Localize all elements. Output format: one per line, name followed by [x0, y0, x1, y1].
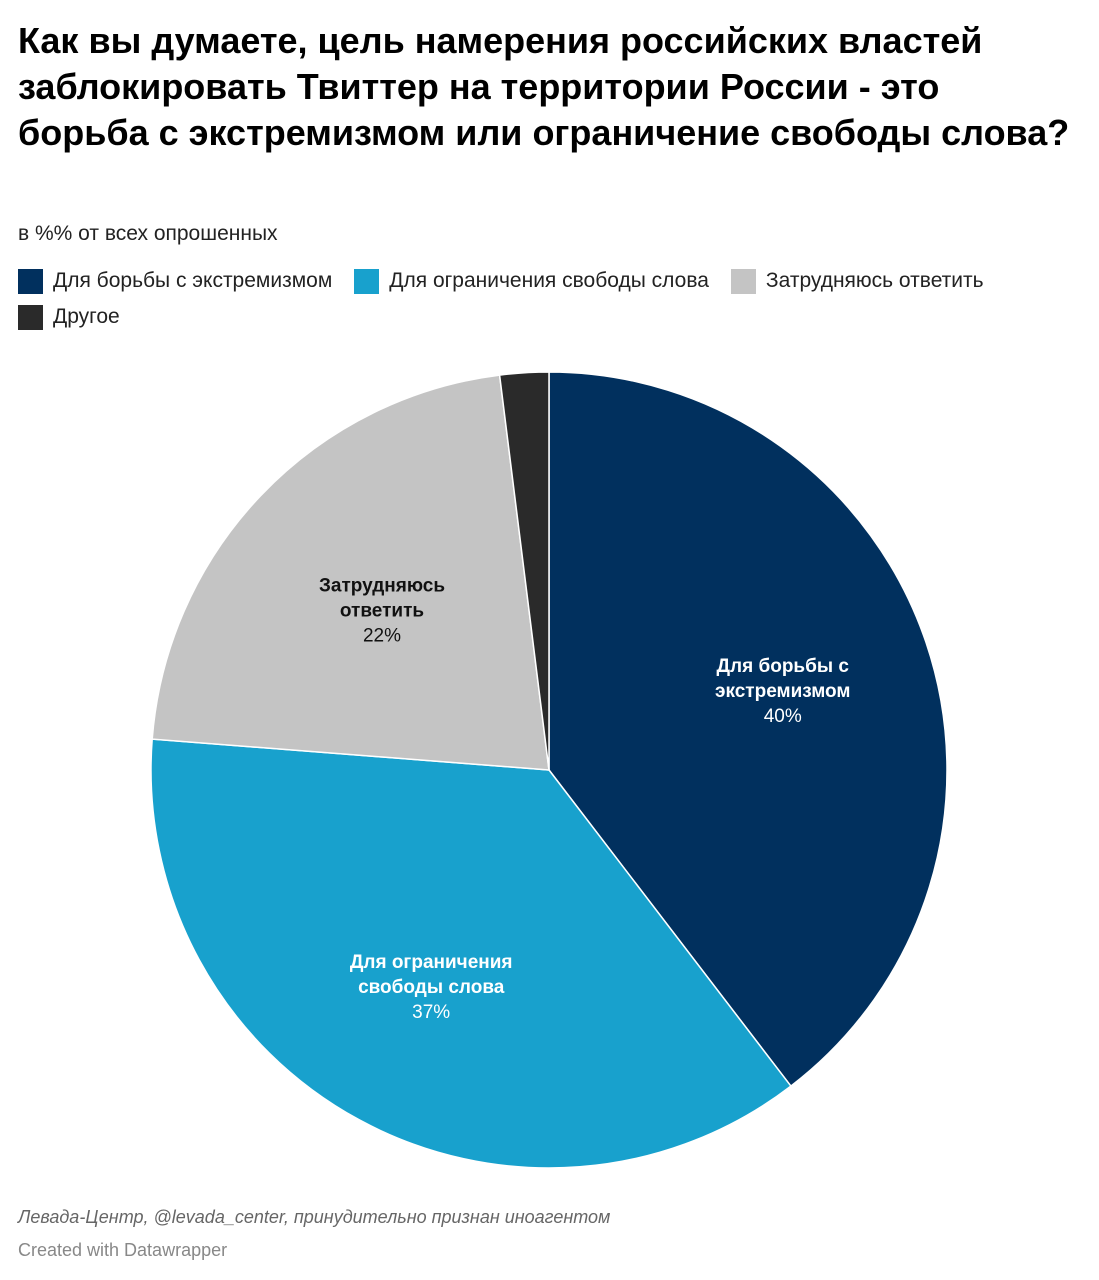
chart-subtitle: в %% от всех опрошенных	[18, 222, 278, 245]
legend-item-free-speech: Для ограничения свободы слова	[354, 266, 709, 296]
slice-label-name: свободы слова	[358, 977, 505, 998]
legend-label: Для ограничения свободы слова	[389, 269, 709, 292]
legend-swatch	[354, 268, 380, 294]
legend-label: Затрудняюсь ответить	[765, 269, 984, 292]
legend-item-extremism: Для борьбы с экстремизмом	[18, 266, 332, 296]
slice-extremism	[548, 371, 948, 1088]
legend-item-other: Другое	[18, 302, 120, 332]
slice-label-value: 22%	[363, 626, 401, 647]
slice-label-name: ответить	[340, 601, 424, 622]
slice-label-value: 40%	[764, 706, 802, 727]
legend-swatch	[18, 304, 43, 330]
legend-swatch	[18, 268, 43, 294]
slice-label-extremism: Для борьбы с экстремизмом 40%	[715, 656, 850, 727]
slice-hard-to-say	[151, 374, 550, 771]
legend-label: Для борьбы с экстремизмом	[53, 269, 333, 292]
legend-item-hard-to-say: Затрудняюсь ответить	[730, 266, 984, 296]
legend: Для борьбы с экстремизмом Для ограничени…	[18, 266, 1088, 332]
credit-note: Created with Datawrapper	[18, 1240, 228, 1260]
slice-label-name: Для ограничения	[350, 952, 513, 973]
slice-label-hard-to-say: Затрудняюсь ответить 22%	[319, 576, 445, 647]
slice-label-free-speech: Для ограничения свободы слова 37%	[350, 952, 513, 1023]
slice-free-speech	[150, 738, 792, 1169]
slice-label-name: экстремизмом	[715, 681, 850, 702]
slice-other	[498, 371, 550, 771]
slice-label-name: Для борьбы с	[717, 656, 850, 677]
legend-swatch	[730, 268, 756, 294]
pie-chart: Для борьбы с экстремизмом 40% Для ограничен…	[150, 371, 948, 1169]
chart-title: Как вы думаете, цель намерения российски…	[18, 20, 1070, 153]
source-note: Левада-Центр, @levada_center, принудител…	[18, 1207, 611, 1227]
legend-label: Другое	[53, 305, 120, 328]
slice-label-value: 37%	[412, 1002, 450, 1023]
slice-label-name: Затрудняюсь	[319, 576, 445, 597]
